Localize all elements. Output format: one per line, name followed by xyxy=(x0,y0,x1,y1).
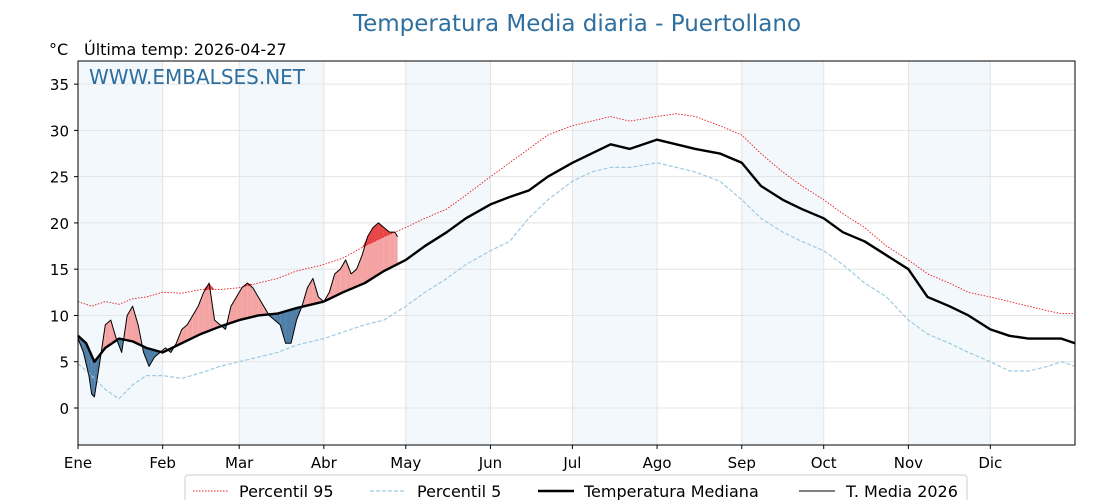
y-tick-label-0: 0 xyxy=(59,400,69,418)
x-tick-label-10: Nov xyxy=(894,454,923,472)
extreme-fill-25-0 xyxy=(209,283,215,290)
x-axis: Ene Feb Mar Abr May Jun Jul Ago Sep Oct Nov Dic xyxy=(64,445,1002,472)
anomaly-fill-39-0 xyxy=(285,309,292,344)
anomaly-fill-21-0 xyxy=(187,315,193,341)
legend-label-3: T. Media 2026 xyxy=(845,482,958,500)
legend: Percentil 95 Percentil 5 Temperatura Media… xyxy=(184,474,968,500)
x-tick-label-0: Ene xyxy=(64,454,92,472)
anomaly-fill-13-0 xyxy=(143,346,150,367)
anomaly-fill-14-0 xyxy=(149,348,155,367)
month-band-4 xyxy=(405,61,491,445)
anomaly-fill-2-0 xyxy=(88,349,92,395)
extreme-fill-57-0 xyxy=(383,227,390,237)
x-tick-label-8: Sep xyxy=(728,454,756,472)
legend-label-0: Percentil 95 xyxy=(239,482,334,500)
anomaly-fill-29-0 xyxy=(230,296,237,323)
legend-label-2: Temperatura Mediana xyxy=(583,482,759,500)
extreme-fill-55-0 xyxy=(373,222,379,243)
anomaly-fill-30-0 xyxy=(236,287,242,322)
legend-box xyxy=(184,474,968,500)
anomaly-fill-48-0 xyxy=(334,269,341,297)
anomaly-fill-24-0 xyxy=(203,283,210,333)
month-bands xyxy=(78,61,991,445)
unit-label: °C xyxy=(49,40,68,59)
anomaly-fill-52-0 xyxy=(356,255,363,287)
anomaly-fill-53-0 xyxy=(362,236,368,285)
anomaly-fill-44-0 xyxy=(312,278,319,305)
y-tick-label-7: 35 xyxy=(50,76,69,94)
x-tick-label-3: Abr xyxy=(311,454,338,472)
x-tick-label-6: Jul xyxy=(562,454,581,472)
anomaly-fill-43-0 xyxy=(307,278,313,306)
series-line-1 xyxy=(77,162,1076,400)
anomaly-fill-20-0 xyxy=(181,324,188,344)
anomaly-fill-10-0 xyxy=(127,306,133,342)
anomaly-fill-32-0 xyxy=(247,283,253,319)
y-tick-label-5: 25 xyxy=(50,169,69,187)
x-tick-label-5: Jun xyxy=(478,454,502,472)
anomaly-fill-6-0 xyxy=(105,320,111,348)
anomaly-fill-11-0 xyxy=(132,306,139,344)
month-band-2 xyxy=(239,61,324,445)
plot-frame xyxy=(77,60,1076,446)
chart-title: Temperatura Media diaria - Puertollano xyxy=(352,11,801,37)
y-tick-label-4: 20 xyxy=(50,215,69,233)
watermark: WWW.EMBALSES.NET xyxy=(89,65,306,89)
x-tick-label-4: May xyxy=(390,454,421,472)
anomaly-fill-51-0 xyxy=(351,269,357,289)
anomaly-fill-31-0 xyxy=(241,283,248,320)
anomaly-fill-58-0 xyxy=(389,232,395,269)
y-tick-label-3: 15 xyxy=(50,261,69,279)
y-tick-label-2: 10 xyxy=(50,307,69,325)
x-tick-label-1: Feb xyxy=(149,454,176,472)
anomaly-fill-50-0 xyxy=(345,259,352,292)
anomaly-fill-1-0 xyxy=(83,340,89,376)
extreme-fill-54-0 xyxy=(367,227,374,245)
month-band-6 xyxy=(572,61,658,445)
anomaly-fill-49-0 xyxy=(340,259,346,294)
x-tick-label-2: Mar xyxy=(225,454,254,472)
x-tick-label-11: Dic xyxy=(978,454,1002,472)
anomaly-fill-40-0 xyxy=(291,308,297,344)
month-band-8 xyxy=(741,61,824,445)
anomaly-fill-34-0 xyxy=(258,296,264,316)
anomaly-fill-37-0 xyxy=(274,312,281,325)
anomaly-fill-57-0 xyxy=(383,227,390,272)
last-temp-label: Última temp: 2026-04-27 xyxy=(84,40,287,59)
x-tick-label-7: Ago xyxy=(643,454,672,472)
anomaly-fill-38-0 xyxy=(280,311,286,344)
anomaly-fill-59-0 xyxy=(394,232,398,266)
extreme-fill-53-0 xyxy=(362,236,368,248)
y-axis: 0 5 10 15 20 25 30 35 xyxy=(50,76,78,418)
extreme-fill-56-0 xyxy=(378,222,384,240)
month-band-10 xyxy=(908,61,991,445)
series-line-2 xyxy=(77,138,1076,363)
legend-label-1: Percentil 5 xyxy=(417,482,501,500)
y-tick-label-6: 30 xyxy=(50,122,69,140)
series-lines xyxy=(77,113,1076,400)
series-line-3 xyxy=(77,222,399,398)
x-tick-label-9: Oct xyxy=(811,454,837,472)
anomaly-fill-22-0 xyxy=(192,306,199,338)
y-tick-label-1: 5 xyxy=(59,354,69,372)
